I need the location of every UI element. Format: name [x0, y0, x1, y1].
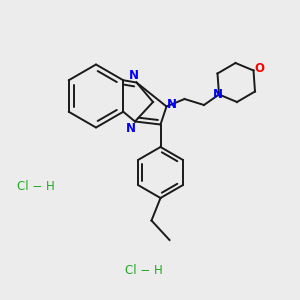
Text: N: N — [212, 88, 223, 101]
Text: N: N — [125, 122, 136, 135]
Text: Cl − H: Cl − H — [125, 263, 163, 277]
Text: Cl − H: Cl − H — [17, 179, 55, 193]
Text: O: O — [254, 62, 265, 76]
Text: N: N — [129, 69, 139, 82]
Text: N: N — [167, 98, 177, 111]
